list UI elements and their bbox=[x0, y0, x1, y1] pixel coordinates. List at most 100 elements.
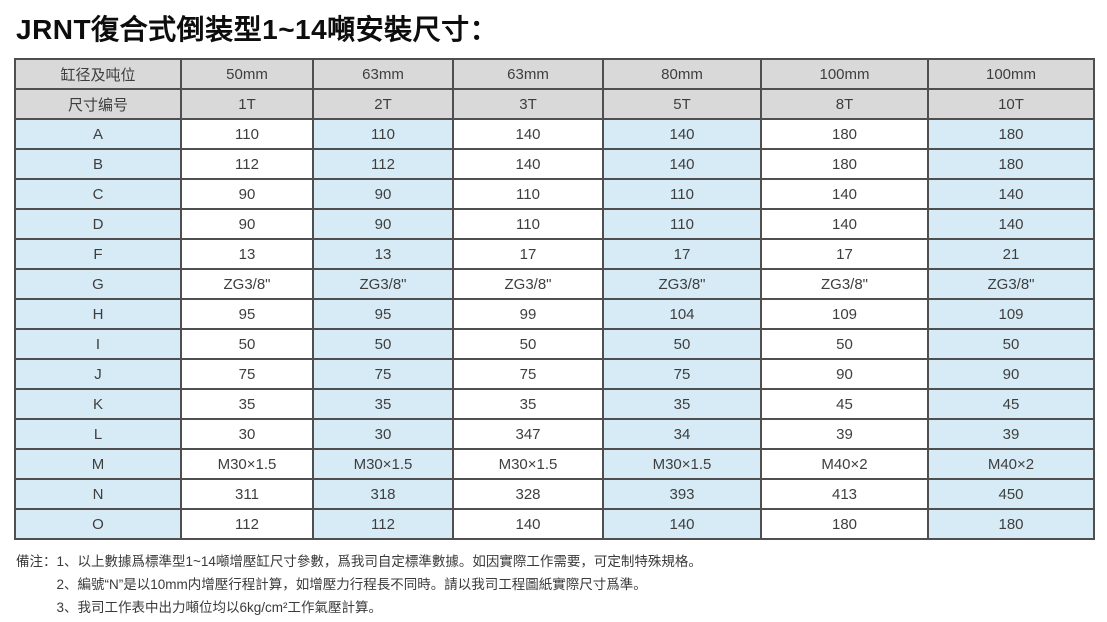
header-value-cell: 2T bbox=[312, 88, 454, 120]
value-cell: M30×1.5 bbox=[312, 448, 454, 480]
value-cell: 90 bbox=[180, 178, 314, 210]
value-cell: 34 bbox=[602, 418, 762, 450]
value-cell: 75 bbox=[602, 358, 762, 390]
value-cell: M30×1.5 bbox=[602, 448, 762, 480]
value-cell: 112 bbox=[180, 148, 314, 180]
value-cell: 95 bbox=[180, 298, 314, 330]
value-cell: 50 bbox=[452, 328, 604, 360]
value-cell: 110 bbox=[602, 178, 762, 210]
row-label-cell: H bbox=[14, 298, 182, 330]
value-cell: 140 bbox=[760, 178, 929, 210]
value-cell: 180 bbox=[927, 508, 1095, 540]
value-cell: 318 bbox=[312, 478, 454, 510]
value-cell: 110 bbox=[180, 118, 314, 150]
value-cell: M40×2 bbox=[760, 448, 929, 480]
dimension-table-body: 缸径及吨位 50mm 63mm 63mm 80mm 100mm 100mm 尺寸编号 1T 2T 3… bbox=[14, 58, 1095, 540]
value-cell: 13 bbox=[312, 238, 454, 270]
row-label-cell: D bbox=[14, 208, 182, 240]
header-label-cell: 尺寸编号 bbox=[14, 88, 182, 120]
value-cell: ZG3/8" bbox=[927, 268, 1095, 300]
table-row: N 311 318 328 393 413 450 bbox=[14, 478, 1095, 510]
value-cell: 75 bbox=[180, 358, 314, 390]
row-label-cell: L bbox=[14, 418, 182, 450]
value-cell: 95 bbox=[312, 298, 454, 330]
value-cell: 180 bbox=[760, 118, 929, 150]
row-label-cell: K bbox=[14, 388, 182, 420]
value-cell: 90 bbox=[180, 208, 314, 240]
value-cell: ZG3/8" bbox=[452, 268, 604, 300]
header-value-cell: 63mm bbox=[312, 58, 454, 90]
value-cell: 140 bbox=[452, 148, 604, 180]
value-cell: 140 bbox=[602, 148, 762, 180]
value-cell: 35 bbox=[180, 388, 314, 420]
footnotes-items: 1、以上數據爲標準型1~14噸增壓缸尺寸參數，爲我司自定標準數據。如因實際工作需… bbox=[57, 550, 702, 620]
value-cell: 413 bbox=[760, 478, 929, 510]
value-cell: 140 bbox=[452, 118, 604, 150]
table-row: A 110 110 140 140 180 180 bbox=[14, 118, 1095, 150]
value-cell: 109 bbox=[760, 298, 929, 330]
value-cell: ZG3/8" bbox=[180, 268, 314, 300]
value-cell: 140 bbox=[927, 208, 1095, 240]
table-row: K 35 35 35 35 45 45 bbox=[14, 388, 1095, 420]
header-value-cell: 10T bbox=[927, 88, 1095, 120]
table-row: L 30 30 347 34 39 39 bbox=[14, 418, 1095, 450]
header-value-cell: 1T bbox=[180, 88, 314, 120]
value-cell: 450 bbox=[927, 478, 1095, 510]
value-cell: 30 bbox=[180, 418, 314, 450]
value-cell: 90 bbox=[927, 358, 1095, 390]
value-cell: ZG3/8" bbox=[312, 268, 454, 300]
value-cell: 50 bbox=[927, 328, 1095, 360]
header-value-cell: 50mm bbox=[180, 58, 314, 90]
value-cell: 35 bbox=[452, 388, 604, 420]
value-cell: 180 bbox=[927, 118, 1095, 150]
value-cell: 99 bbox=[452, 298, 604, 330]
value-cell: 180 bbox=[760, 148, 929, 180]
table-row: M M30×1.5 M30×1.5 M30×1.5 M30×1.5 M40×2 M40×2 bbox=[14, 448, 1095, 480]
table-row: J 75 75 75 75 90 90 bbox=[14, 358, 1095, 390]
header-value-cell: 100mm bbox=[760, 58, 929, 90]
value-cell: 39 bbox=[927, 418, 1095, 450]
table-row: G ZG3/8" ZG3/8" ZG3/8" ZG3/8" ZG3/8" ZG3/8" bbox=[14, 268, 1095, 300]
value-cell: 30 bbox=[312, 418, 454, 450]
table-row: F 13 13 17 17 17 21 bbox=[14, 238, 1095, 270]
header-value-cell: 3T bbox=[452, 88, 604, 120]
header-value-cell: 80mm bbox=[602, 58, 762, 90]
header-value-cell: 8T bbox=[760, 88, 929, 120]
table-row: H 95 95 99 104 109 109 bbox=[14, 298, 1095, 330]
value-cell: ZG3/8" bbox=[760, 268, 929, 300]
value-cell: 17 bbox=[760, 238, 929, 270]
value-cell: 104 bbox=[602, 298, 762, 330]
value-cell: 45 bbox=[760, 388, 929, 420]
value-cell: M30×1.5 bbox=[180, 448, 314, 480]
row-label-cell: J bbox=[14, 358, 182, 390]
value-cell: 347 bbox=[452, 418, 604, 450]
value-cell: 112 bbox=[180, 508, 314, 540]
footnote-item: 1、以上數據爲標準型1~14噸增壓缸尺寸參數，爲我司自定標準數據。如因實際工作需… bbox=[56, 554, 702, 569]
table-row: C 90 90 110 110 140 140 bbox=[14, 178, 1095, 210]
value-cell: 140 bbox=[452, 508, 604, 540]
value-cell: 75 bbox=[312, 358, 454, 390]
row-label-cell: C bbox=[14, 178, 182, 210]
footnotes-label: 備注： bbox=[16, 554, 57, 569]
header-label-cell: 缸径及吨位 bbox=[14, 58, 182, 90]
value-cell: 393 bbox=[602, 478, 762, 510]
table-header-row: 缸径及吨位 50mm 63mm 63mm 80mm 100mm 100mm bbox=[14, 58, 1095, 90]
footnote-item: 2、編號“N”是以10mm内增壓行程計算，如增壓力行程長不同時。請以我司工程圖紙… bbox=[56, 577, 647, 593]
value-cell: 21 bbox=[927, 238, 1095, 270]
table-row: I 50 50 50 50 50 50 bbox=[14, 328, 1095, 360]
value-cell: 180 bbox=[927, 148, 1095, 180]
table-row: B 112 112 140 140 180 180 bbox=[14, 148, 1095, 180]
value-cell: 140 bbox=[602, 508, 762, 540]
value-cell: 90 bbox=[312, 208, 454, 240]
header-value-cell: 100mm bbox=[927, 58, 1095, 90]
row-label-cell: I bbox=[14, 328, 182, 360]
row-label-cell: O bbox=[14, 508, 182, 540]
header-value-cell: 63mm bbox=[452, 58, 604, 90]
page-title: JRNT復合式倒装型1~14噸安裝尺寸： bbox=[16, 14, 499, 45]
row-label-cell: M bbox=[14, 448, 182, 480]
table-header-row: 尺寸编号 1T 2T 3T 5T 8T 10T bbox=[14, 88, 1095, 120]
value-cell: 112 bbox=[312, 508, 454, 540]
value-cell: 17 bbox=[452, 238, 604, 270]
value-cell: 13 bbox=[180, 238, 314, 270]
value-cell: 35 bbox=[602, 388, 762, 420]
